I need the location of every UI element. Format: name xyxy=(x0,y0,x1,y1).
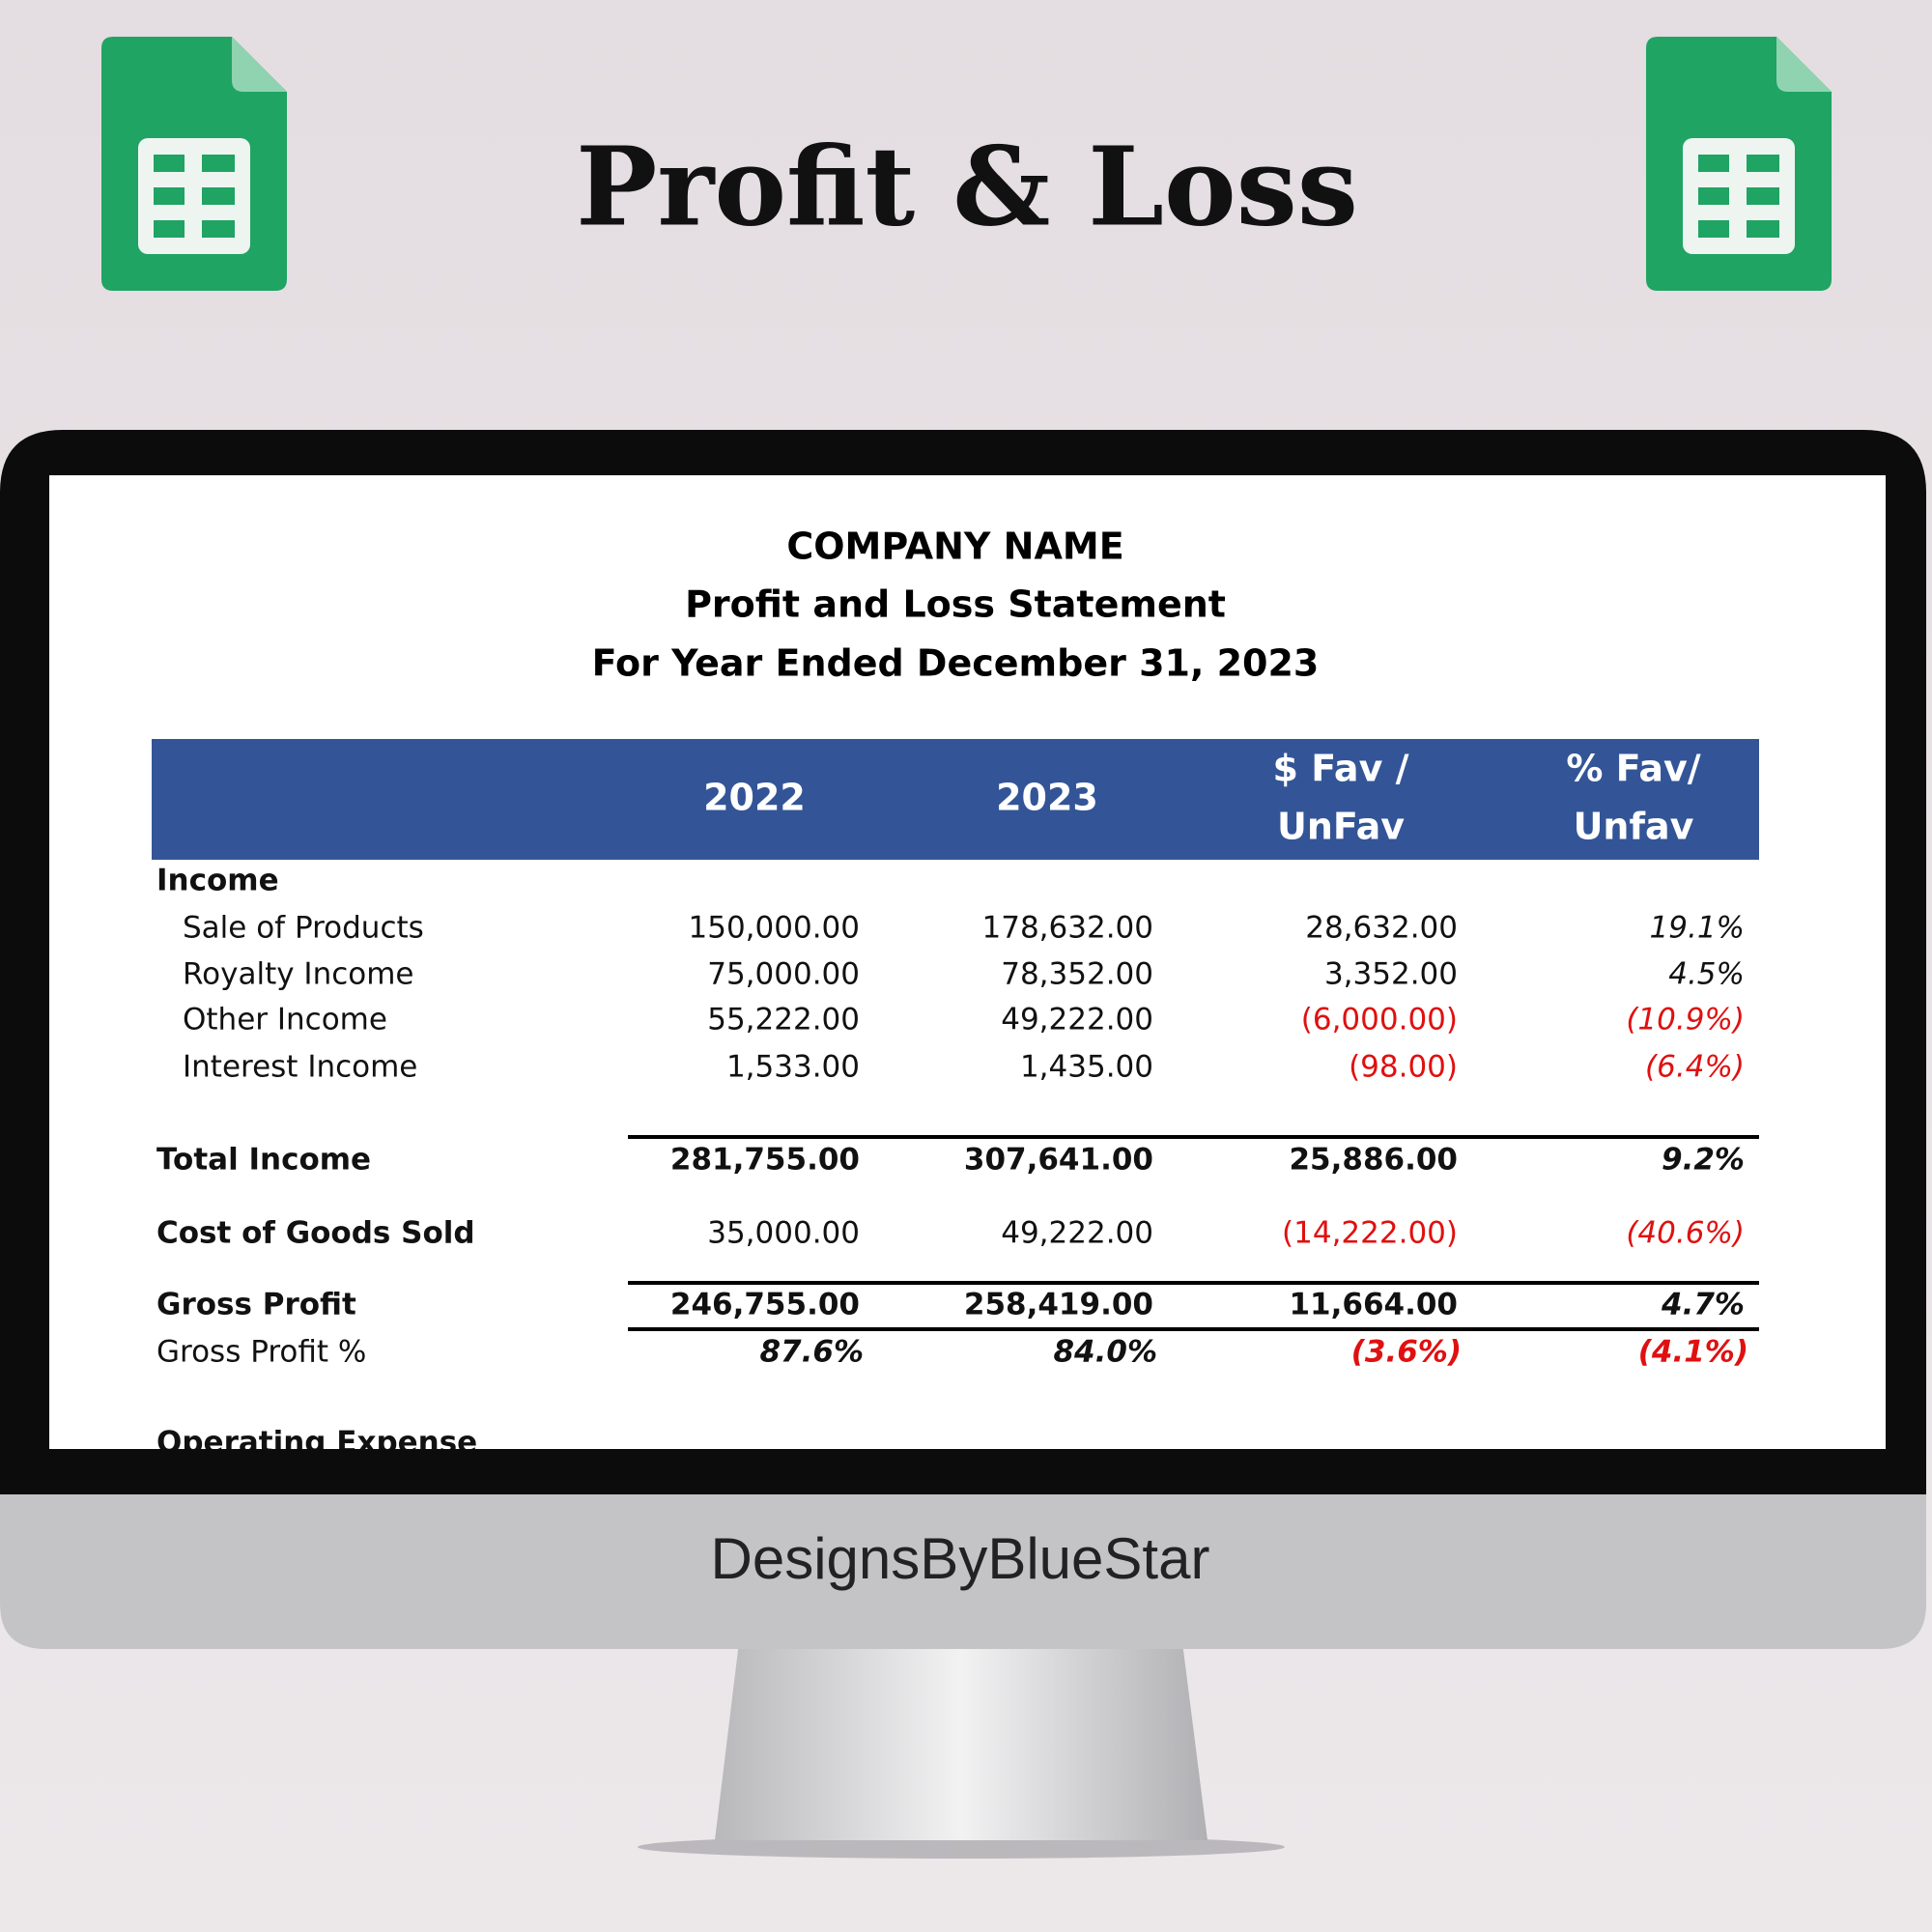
column-header: Unfav xyxy=(1574,806,1694,848)
company: COMPANY NAME xyxy=(786,526,1123,568)
row-label: Cost of Goods Sold xyxy=(156,1216,475,1251)
column-header: $ Fav / xyxy=(1273,748,1409,790)
cell: (4.1%) xyxy=(1638,1335,1748,1370)
row-label: Interest Income xyxy=(183,1050,417,1085)
cell: (98.00) xyxy=(1349,1050,1458,1085)
column-header: 2023 xyxy=(996,777,1098,819)
cell: (14,222.00) xyxy=(1282,1216,1458,1251)
row-label: Other Income xyxy=(183,1003,387,1037)
cell: 307,641.00 xyxy=(964,1143,1153,1178)
row-label: Income xyxy=(156,864,279,898)
sheet: COMPANY NAME Profit and Loss Statement F… xyxy=(152,526,1759,1461)
cell: 11,664.00 xyxy=(1289,1288,1458,1322)
cell: 1,435.00 xyxy=(1020,1050,1153,1085)
sheets-icon xyxy=(1646,37,1832,291)
cell: 281,755.00 xyxy=(670,1143,860,1178)
header-band xyxy=(152,739,1759,860)
cell: 35,000.00 xyxy=(707,1216,860,1251)
cell: (6.4%) xyxy=(1645,1050,1745,1085)
cell: 258,419.00 xyxy=(964,1288,1153,1322)
screen xyxy=(49,475,1886,1449)
column-header: UnFav xyxy=(1277,806,1405,848)
cell: (10.9%) xyxy=(1626,1003,1745,1037)
row-label: Sale of Products xyxy=(183,911,424,946)
cell: 75,000.00 xyxy=(707,957,860,992)
row-label: Operating Expense xyxy=(156,1426,477,1461)
cell: 150,000.00 xyxy=(689,911,861,946)
cell: 19.1% xyxy=(1650,911,1745,946)
cell: 84.0% xyxy=(1053,1335,1157,1370)
cell: 3,352.00 xyxy=(1324,957,1458,992)
cell: 87.6% xyxy=(759,1335,864,1370)
cell: 49,222.00 xyxy=(1001,1003,1153,1037)
brand: DesignsByBlueStar xyxy=(711,1526,1210,1591)
cell: 78,352.00 xyxy=(1001,957,1153,992)
cell: 9.2% xyxy=(1662,1143,1745,1178)
cell: 246,755.00 xyxy=(670,1288,860,1322)
sheets-icon xyxy=(101,37,287,291)
title: Profit & Loss xyxy=(576,124,1358,250)
cell: 1,533.00 xyxy=(726,1050,860,1085)
column-header: 2022 xyxy=(703,777,806,819)
cell: (6,000.00) xyxy=(1301,1003,1458,1037)
row-label: Royalty Income xyxy=(183,957,414,992)
cell: 4.5% xyxy=(1668,957,1745,992)
cell: 178,632.00 xyxy=(982,911,1154,946)
cell: 4.7% xyxy=(1661,1288,1745,1322)
stand xyxy=(715,1642,1208,1840)
cell: 49,222.00 xyxy=(1001,1216,1153,1251)
chin xyxy=(0,1494,1926,1649)
row-label: Total Income xyxy=(156,1143,371,1178)
period: For Year Ended December 31, 2023 xyxy=(592,642,1320,685)
cell: 28,632.00 xyxy=(1305,911,1458,946)
heading: Profit and Loss Statement xyxy=(685,583,1226,626)
stand-shadow xyxy=(638,1835,1285,1859)
row-label: Gross Profit % xyxy=(156,1335,366,1370)
cell: 55,222.00 xyxy=(707,1003,860,1037)
column-header: % Fav/ xyxy=(1566,748,1700,790)
row-label: Gross Profit xyxy=(156,1288,356,1322)
cell: 25,886.00 xyxy=(1289,1143,1458,1178)
cell: (3.6%) xyxy=(1351,1335,1462,1370)
cell: (40.6%) xyxy=(1626,1216,1745,1251)
